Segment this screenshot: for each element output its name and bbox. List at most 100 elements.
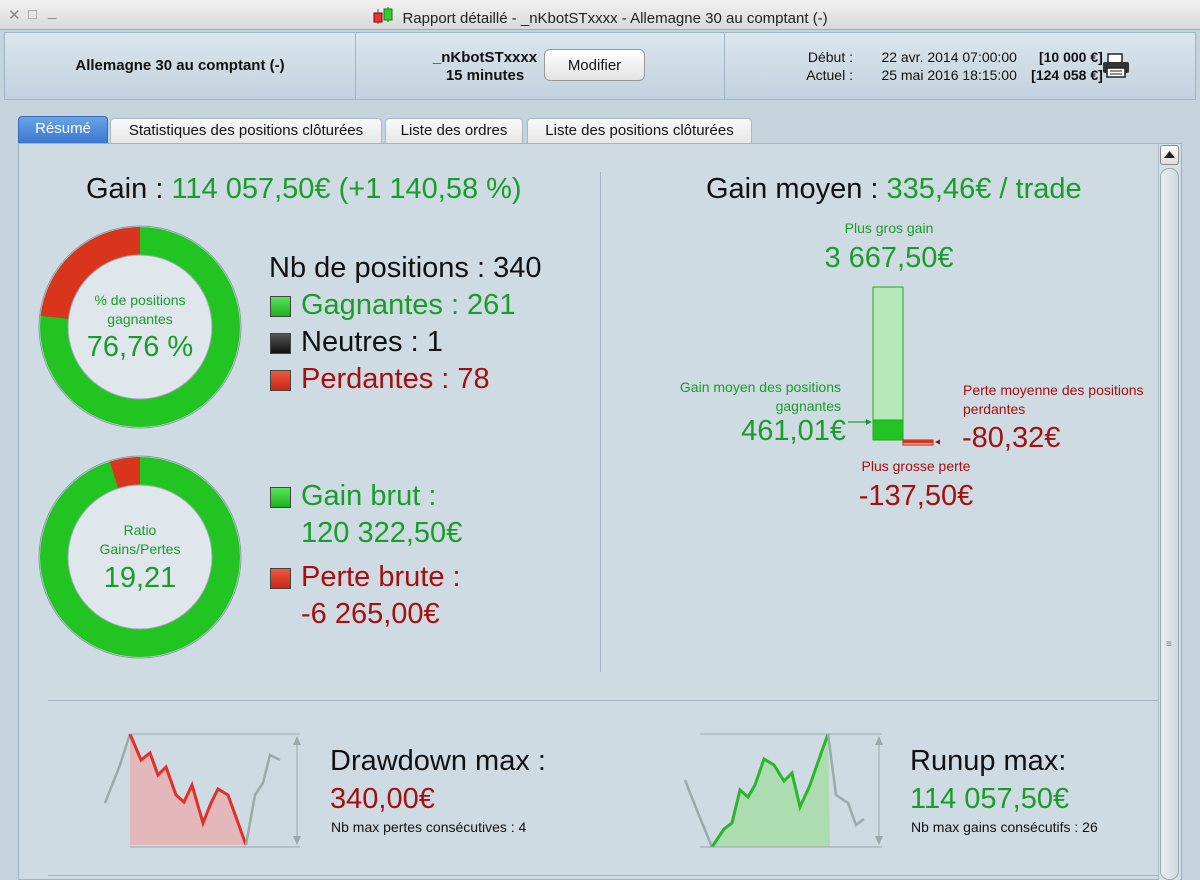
system-name: _nKbotSTxxxx [432, 49, 538, 66]
runup-title: Runup max: [910, 745, 1067, 777]
neutral-legend-square [270, 333, 291, 354]
grip-icon: ≡ [1166, 639, 1172, 650]
runup-value: 114 057,50€ [910, 783, 1070, 815]
avg-loss-label-line1: Perte moyenne des positions [963, 382, 1144, 398]
losing-legend-square [270, 370, 291, 391]
runup-line [710, 733, 830, 848]
instrument-name: Allemagne 30 au comptant (-) [75, 57, 285, 74]
window-title-container: Rapport détaillé - _nKbotSTxxxx - Allema… [0, 6, 1200, 27]
drawdown-title: Drawdown max : [330, 745, 546, 777]
avg-gain-label: Gain moyen : [706, 173, 879, 205]
runup-pre-line [683, 779, 714, 848]
start-label: Début : [807, 49, 853, 65]
scroll-thumb[interactable]: ≡ [1160, 168, 1179, 880]
biggest-loss-value: -137,50€ [858, 480, 974, 512]
vertical-divider [600, 172, 601, 672]
gain-heading: Gain : 114 057,50€ (+1 140,58 %) [86, 173, 522, 206]
losing-count: Perdantes : 78 [301, 363, 490, 395]
avg-loss-bar [903, 440, 933, 443]
current-label: Actuel : [806, 67, 853, 83]
gain-label: Gain : [86, 173, 164, 205]
close-icon[interactable]: ✕ [8, 7, 21, 24]
ratio-loss-arc [40, 457, 240, 657]
win-rate-label: % de positions gagnantes [70, 291, 210, 329]
biggest-loss-label: Plus grosse perte [861, 458, 971, 474]
start-date: 22 avr. 2014 07:00:00 [881, 49, 1017, 65]
gross-gain-label: Gain brut : [301, 480, 437, 512]
current-date: 25 mai 2016 18:15:00 [881, 67, 1017, 83]
vertical-scrollbar[interactable]: ≡ [1158, 144, 1180, 880]
candlestick-icon [373, 7, 393, 24]
report-header: Allemagne 30 au comptant (-) _nKbotSTxxx… [4, 32, 1196, 100]
current-capital: [124 058 €] [1031, 67, 1103, 83]
gain-loss-ratio-donut [38, 455, 242, 659]
minimize-icon[interactable]: _ [48, 3, 57, 20]
win-rate-loss-arc [40, 227, 240, 427]
printer-icon[interactable] [1101, 53, 1131, 79]
runup-post-line [826, 733, 865, 828]
average-gain-bars [848, 286, 940, 446]
avg-win-label-line2: gagnantes [775, 398, 841, 414]
drawdown-sub: Nb max pertes consécutives : 4 [331, 819, 527, 835]
runup-sub: Nb max gains consécutifs : 26 [911, 819, 1098, 835]
window-title: Rapport détaillé - _nKbotSTxxxx - Allema… [402, 10, 828, 27]
positions-count: Nb de positions : 340 [269, 252, 542, 284]
win-rate-value: 76,76 % [86, 331, 194, 363]
scroll-up-button[interactable] [1160, 145, 1179, 165]
timeframe: 15 minutes [445, 67, 525, 84]
gross-loss-label: Perte brute : [301, 561, 461, 593]
tab-orders-list[interactable]: Liste des ordres [385, 118, 523, 143]
horizontal-divider-bottom [48, 875, 1158, 876]
gross-gain-value: 120 322,50€ [301, 517, 463, 549]
gross-gain-square [270, 487, 291, 508]
drawdown-area [130, 734, 246, 845]
biggest-gain-label: Plus gros gain [844, 220, 934, 236]
system-info: _nKbotSTxxxx 15 minutes [405, 49, 565, 85]
current-row: Actuel : 25 mai 2016 18:15:00 [124 058 €… [761, 67, 1103, 83]
avg-win-bar [872, 419, 904, 441]
gain-value: 114 057,50€ (+1 140,58 %) [171, 173, 522, 205]
gross-loss-value: -6 265,00€ [301, 598, 440, 630]
arrow-up-icon [1164, 151, 1175, 158]
header-instrument-section [5, 33, 356, 99]
avg-win-arrowhead [866, 419, 872, 425]
ratio-value: 19,21 [103, 562, 177, 594]
start-row: Début : 22 avr. 2014 07:00:00 [10 000 €] [761, 49, 1103, 65]
win-rate-donut [38, 225, 242, 429]
maximize-icon[interactable]: □ [28, 6, 38, 23]
neutral-count: Neutres : 1 [301, 326, 443, 358]
tab-closed-positions-stats[interactable]: Statistiques des positions clôturées [110, 118, 382, 143]
avg-loss-value: -80,32€ [962, 422, 1061, 454]
tab-closed-positions-list[interactable]: Liste des positions clôturées [527, 118, 752, 143]
ratio-label: Ratio Gains/Pertes [70, 521, 210, 559]
ratio-label-line1: Ratio [123, 522, 157, 538]
win-rate-label-line2: gagnantes [107, 311, 173, 327]
horizontal-divider [48, 700, 1158, 701]
avg-win-value: 461,01€ [741, 415, 846, 447]
runup-illustration [683, 733, 883, 848]
drawdown-line [128, 733, 248, 846]
header-system-section [356, 33, 725, 99]
ratio-label-line2: Gains/Pertes [99, 541, 181, 557]
drawdown-pre-line [103, 733, 132, 804]
runup-area [712, 734, 830, 847]
avg-loss-label: Perte moyenne des positions perdantes [963, 381, 1144, 419]
winning-count: Gagnantes : 261 [301, 289, 516, 321]
title-bar: ✕ □ _ Rapport détaillé - _nKbotSTxxxx - … [0, 0, 1200, 30]
win-rate-label-line1: % de positions [94, 292, 186, 308]
drawdown-illustration [103, 733, 301, 848]
gross-loss-square [270, 568, 291, 589]
avg-win-label-line1: Gain moyen des positions [679, 379, 841, 395]
winning-legend-square [270, 296, 291, 317]
drawdown-value: 340,00€ [330, 783, 435, 815]
tab-resume[interactable]: Résumé [18, 116, 108, 143]
avg-loss-label-line2: perdantes [963, 401, 1026, 417]
avg-win-label: Gain moyen des positions gagnantes [600, 378, 841, 416]
drawdown-post-line [244, 753, 281, 846]
modify-button[interactable]: Modifier [544, 49, 645, 81]
start-capital: [10 000 €] [1038, 49, 1103, 65]
avg-gain-heading: Gain moyen : 335,46€ / trade [706, 173, 1082, 206]
biggest-gain-value: 3 667,50€ [824, 242, 954, 274]
biggest-gain-bar [872, 286, 904, 441]
avg-loss-arrowhead [935, 439, 940, 445]
